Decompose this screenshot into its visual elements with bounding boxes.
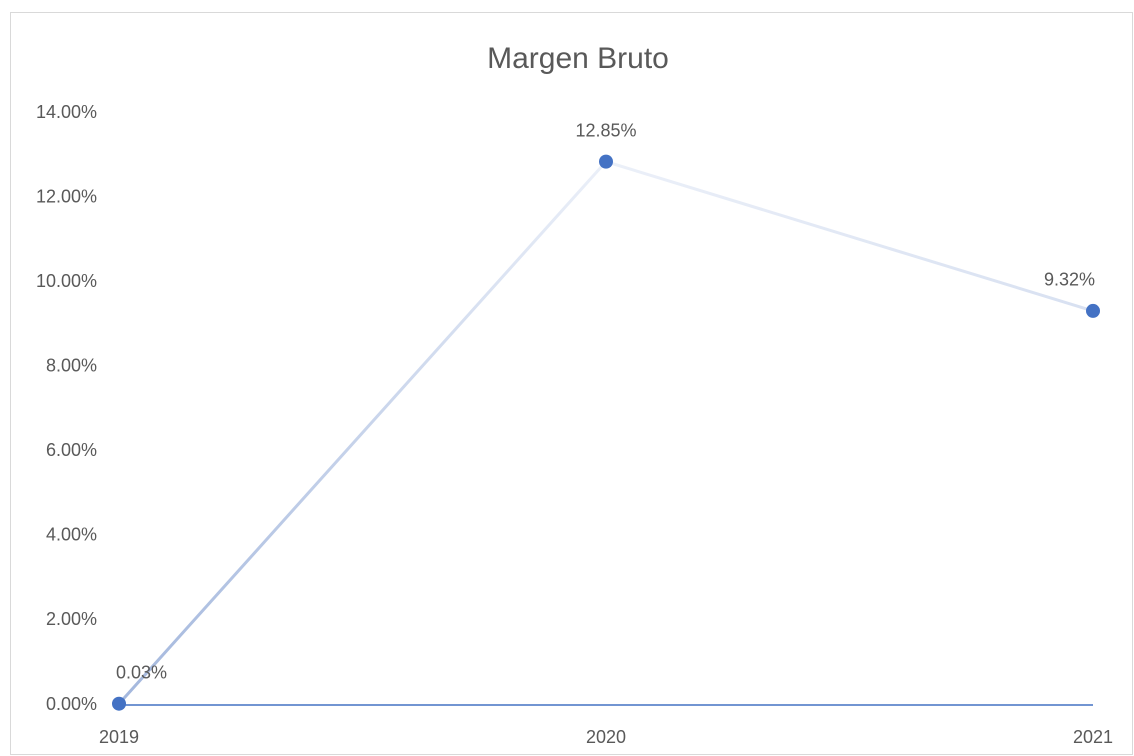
y-tick-label: 6.00% <box>46 440 97 460</box>
x-tick-label: 2020 <box>586 727 626 747</box>
data-label: 0.03% <box>116 662 167 682</box>
y-tick-label: 8.00% <box>46 355 97 375</box>
data-label: 12.85% <box>575 120 636 140</box>
y-tick-label: 0.00% <box>46 694 97 714</box>
chart-border <box>10 12 1133 755</box>
y-tick-label: 12.00% <box>36 186 97 206</box>
chart-title: Margen Bruto <box>487 42 669 75</box>
y-tick-label: 10.00% <box>36 271 97 291</box>
data-label: 9.32% <box>1044 270 1095 290</box>
data-point <box>1086 303 1100 318</box>
y-tick-label: 4.00% <box>46 525 97 545</box>
data-point <box>599 154 613 169</box>
x-tick-label: 2019 <box>99 727 139 747</box>
x-tick-label: 2021 <box>1073 727 1113 747</box>
y-tick-label: 14.00% <box>36 102 97 122</box>
y-tick-label: 2.00% <box>46 609 97 629</box>
data-point <box>112 696 126 711</box>
